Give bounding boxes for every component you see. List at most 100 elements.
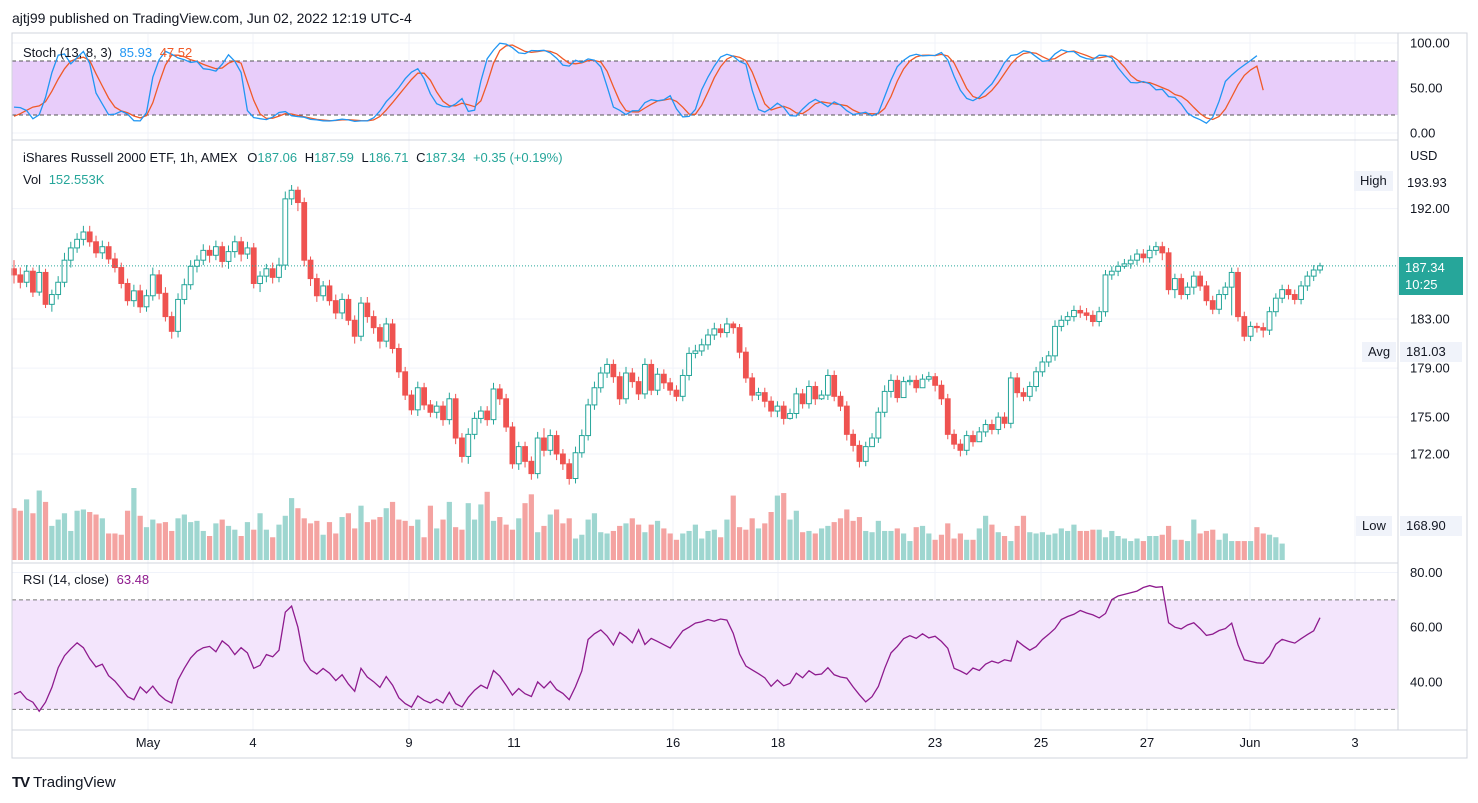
currency-label: USD bbox=[1410, 148, 1438, 163]
candle-body bbox=[806, 386, 812, 405]
candle-body bbox=[130, 290, 137, 302]
volume-bar bbox=[598, 532, 604, 560]
candle-body bbox=[686, 352, 692, 376]
stoch-legend[interactable]: Stoch (13, 8, 3) 85.93 47.52 bbox=[23, 45, 192, 60]
candle-body bbox=[528, 460, 535, 475]
volume-bar bbox=[175, 518, 181, 560]
candle-body bbox=[433, 405, 440, 413]
volume-bar bbox=[1102, 537, 1109, 560]
volume-bar bbox=[686, 530, 692, 560]
volume-bar bbox=[307, 523, 314, 560]
candle-body bbox=[257, 275, 263, 284]
candle-body bbox=[1115, 265, 1122, 272]
low-badge-label: Low bbox=[1362, 518, 1386, 533]
volume-bar bbox=[1001, 536, 1008, 560]
volume-bar bbox=[137, 515, 143, 560]
volume-bar bbox=[289, 498, 295, 560]
candle-body bbox=[629, 372, 636, 383]
candle-body bbox=[585, 404, 592, 437]
candle-body bbox=[383, 323, 390, 342]
candle-body bbox=[642, 363, 648, 395]
rsi-legend[interactable]: RSI (14, close) 63.48 bbox=[23, 572, 149, 587]
candle-body bbox=[446, 398, 453, 421]
chart-frame bbox=[11, 32, 1468, 759]
candle-body bbox=[932, 376, 939, 386]
volume-bar bbox=[36, 490, 42, 560]
volume-bar bbox=[112, 533, 118, 560]
stoch-d-line bbox=[13, 44, 1264, 122]
candle-body bbox=[1247, 325, 1254, 337]
price-legend[interactable]: iShares Russell 2000 ETF, 1h, AMEX O187.… bbox=[23, 150, 563, 165]
time-axis-label: May bbox=[136, 735, 161, 750]
volume-bar bbox=[749, 518, 755, 560]
rsi-axis-tick: 80.00 bbox=[1410, 565, 1443, 580]
volume-bar bbox=[11, 508, 17, 560]
volume-bar bbox=[162, 522, 169, 560]
volume-bar bbox=[251, 529, 257, 560]
volume-bar bbox=[553, 509, 560, 560]
volume-bar bbox=[1058, 528, 1064, 560]
volume-bar bbox=[131, 488, 137, 560]
candle-body bbox=[1077, 309, 1084, 314]
candle-body bbox=[301, 202, 308, 261]
candle-body bbox=[414, 387, 421, 411]
stoch-axis-tick: 0.00 bbox=[1410, 126, 1435, 141]
volume-bar bbox=[415, 519, 421, 560]
candle-body bbox=[698, 344, 705, 352]
volume-bar bbox=[408, 525, 415, 560]
volume-bar bbox=[434, 528, 440, 560]
tradingview-logo[interactable]: TV TradingView bbox=[12, 772, 116, 792]
volume-bar bbox=[1065, 530, 1071, 560]
candle-body bbox=[124, 282, 131, 302]
candle-body bbox=[326, 285, 333, 302]
candle-body bbox=[471, 417, 478, 435]
volume-bar bbox=[547, 514, 553, 560]
high-badge-label: High bbox=[1360, 173, 1387, 188]
publish-header: ajtj99 published on TradingView.com, Jun… bbox=[12, 10, 412, 26]
volume-bar bbox=[1184, 541, 1191, 560]
candle-body bbox=[74, 238, 80, 249]
candle-body bbox=[913, 379, 920, 389]
volume-bar bbox=[623, 523, 629, 560]
candle-body bbox=[761, 392, 768, 402]
candle-body bbox=[459, 437, 465, 457]
volume-bar bbox=[427, 505, 434, 560]
candle-body bbox=[143, 295, 150, 308]
volume-bar bbox=[535, 532, 541, 560]
candle-body bbox=[566, 463, 573, 480]
time-axis-label: 27 bbox=[1140, 735, 1154, 750]
volume-bar bbox=[983, 515, 989, 560]
candle-body bbox=[862, 446, 869, 462]
volume-bar bbox=[1235, 541, 1241, 560]
candle-body bbox=[692, 350, 699, 354]
volume-bar bbox=[1039, 532, 1045, 560]
candle-layer bbox=[11, 185, 1323, 485]
candle-body bbox=[1058, 319, 1065, 327]
volume-legend[interactable]: Vol 152.553K bbox=[23, 172, 104, 187]
volume-bar bbox=[831, 522, 837, 560]
volume-bar bbox=[705, 530, 711, 560]
volume-bar bbox=[541, 525, 547, 560]
candle-body bbox=[269, 268, 276, 278]
volume-bar bbox=[377, 517, 383, 560]
volume-bar bbox=[913, 527, 919, 560]
volume-bar bbox=[503, 524, 509, 560]
volume-bar bbox=[1191, 519, 1197, 560]
candle-body bbox=[888, 379, 894, 392]
volume-bar bbox=[894, 528, 900, 560]
candle-body bbox=[970, 435, 976, 443]
candle-body bbox=[1266, 311, 1273, 331]
time-axis-label: 11 bbox=[507, 735, 521, 750]
candle-body bbox=[402, 371, 409, 396]
candle-body bbox=[503, 398, 510, 428]
candle-body bbox=[181, 284, 188, 300]
volume-bar bbox=[80, 509, 87, 560]
candle-body bbox=[351, 319, 358, 337]
volume-bar bbox=[1014, 525, 1020, 560]
volume-bar bbox=[787, 519, 793, 560]
candle-body bbox=[850, 433, 857, 446]
volume-bar bbox=[1254, 527, 1260, 560]
candle-body bbox=[332, 300, 339, 314]
time-axis-label: 4 bbox=[249, 735, 256, 750]
